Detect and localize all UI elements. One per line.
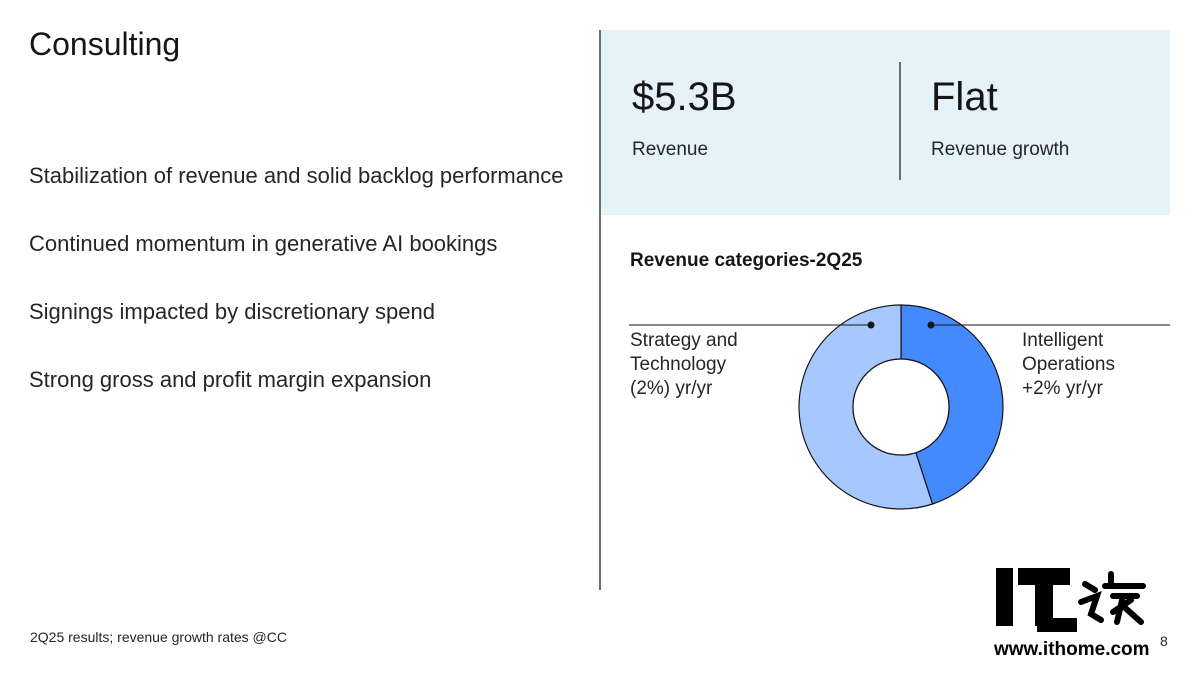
bullet-item: Continued momentum in generative AI book…	[29, 231, 498, 256]
kpi-divider	[899, 62, 901, 180]
kpi-growth-label: Revenue growth	[931, 139, 1070, 160]
watermark-logo: www.ithome.com	[993, 566, 1158, 666]
leader-dot-left	[867, 321, 875, 329]
bullet-item: Signings impacted by discretionary spend	[29, 299, 436, 324]
donut-label-line: (2%) yr/yr	[630, 378, 713, 399]
chart-title: Revenue categories-2Q25	[630, 250, 863, 271]
page-number: 8	[1160, 633, 1168, 649]
donut-chart	[629, 304, 1170, 510]
footnote: 2Q25 results; revenue growth rates @CC	[30, 629, 287, 645]
donut-label-operations: Intelligent Operations +2% yr/yr	[1022, 329, 1115, 401]
kpi-revenue-value: $5.3B	[632, 75, 737, 119]
donut-hole	[852, 358, 950, 456]
bullet-item: Strong gross and profit margin expansion	[29, 367, 432, 392]
donut-label-line: +2% yr/yr	[1022, 378, 1103, 399]
donut-layer	[798, 304, 1004, 510]
vertical-divider	[599, 30, 601, 590]
bullet-list: Stabilization of revenue and solid backl…	[29, 162, 569, 434]
ithome-logo-icon	[996, 568, 1146, 632]
watermark-url: www.ithome.com	[994, 639, 1150, 660]
kpi-growth-value: Flat	[931, 75, 998, 119]
kpi-revenue-label: Revenue	[632, 139, 709, 160]
donut-label-line: Technology	[630, 354, 727, 375]
slide-title: Consulting	[29, 26, 181, 62]
donut-label-line: Intelligent	[1022, 330, 1104, 351]
kpi-panel: $5.3B Revenue Flat Revenue growth	[601, 30, 1170, 215]
bullet-item: Stabilization of revenue and solid backl…	[29, 163, 564, 188]
leader-dot-right	[927, 321, 935, 329]
donut-label-line: Strategy and	[630, 330, 738, 351]
donut-label-strategy: Strategy and Technology (2%) yr/yr	[630, 329, 738, 401]
donut-label-line: Operations	[1022, 354, 1115, 375]
